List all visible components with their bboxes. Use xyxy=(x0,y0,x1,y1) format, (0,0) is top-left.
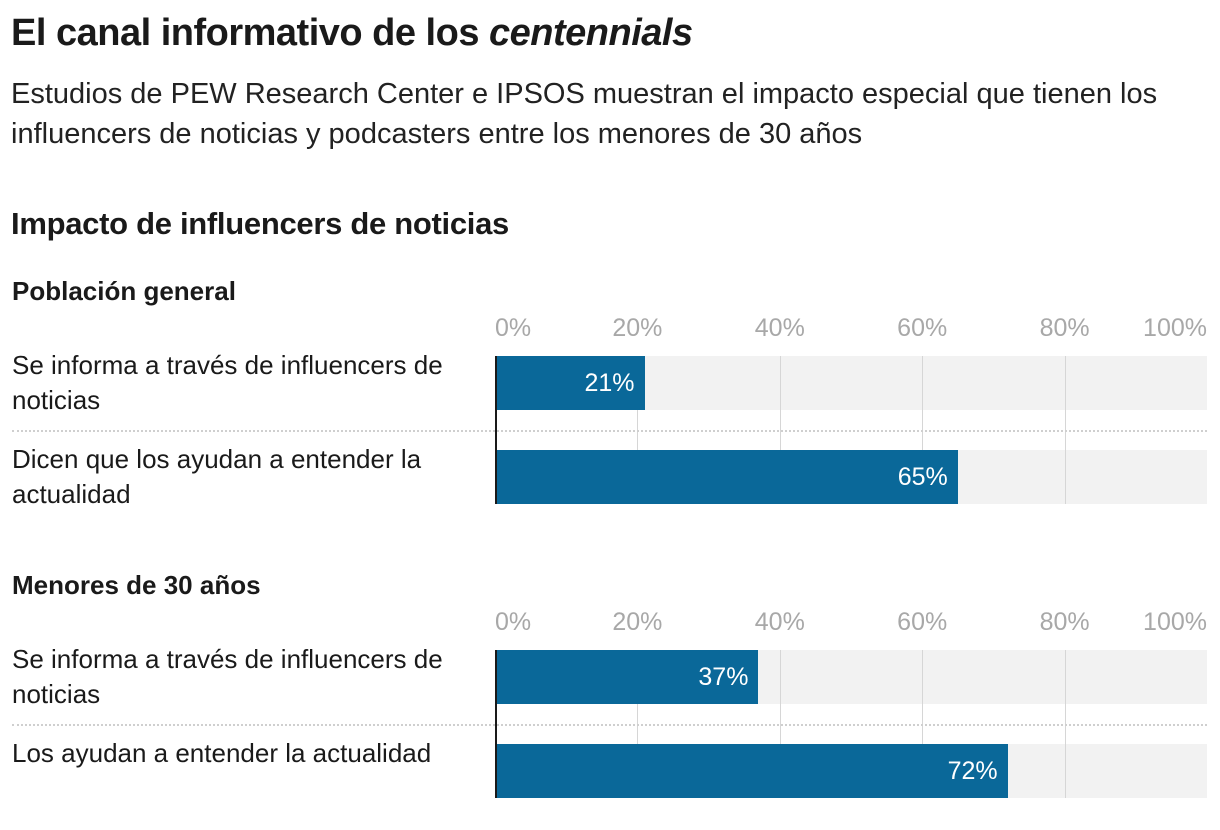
bar xyxy=(495,356,645,410)
x-tick-label: 60% xyxy=(897,314,948,342)
chart-panel-2: Menores de 30 años 0% 20% 40% 60% 80% 100% Se i… xyxy=(0,570,1220,830)
chart-subtitle: Estudios de PEW Research Center e IPSOS … xyxy=(11,78,1158,150)
x-tick-label: 20% xyxy=(612,314,663,342)
bar xyxy=(495,450,958,504)
x-tick-label: 40% xyxy=(754,608,805,636)
bar xyxy=(495,744,1008,798)
category-label: Los ayudan a entender la actualidad xyxy=(12,738,432,768)
chart-title: El canal informativo de los centennials xyxy=(11,12,693,54)
x-tick-label: 100% xyxy=(1143,314,1207,342)
zero-axis-line xyxy=(495,356,497,504)
x-tick-label: 0% xyxy=(495,314,532,342)
x-tick-label: 80% xyxy=(1039,608,1090,636)
category-label: Dicen que los ayudan a entender la actua… xyxy=(12,444,422,509)
x-tick-label: 60% xyxy=(897,608,948,636)
bar-value-label: 72% xyxy=(947,757,998,785)
row-separator xyxy=(12,724,1207,726)
bar-value-label: 37% xyxy=(698,663,749,691)
section-title: Impacto de influencers de noticias xyxy=(11,206,509,241)
panel-title: Menores de 30 años xyxy=(12,570,261,600)
bar-value-label: 65% xyxy=(897,463,948,491)
zero-axis-line xyxy=(495,650,497,798)
x-tick-label: 40% xyxy=(754,314,805,342)
row-separator xyxy=(12,430,1207,432)
x-tick-label: 80% xyxy=(1039,314,1090,342)
bar xyxy=(495,650,759,704)
x-tick-label: 100% xyxy=(1143,608,1207,636)
panel-title: Población general xyxy=(12,276,236,306)
category-label: Se informa a través de influencers de no… xyxy=(12,644,443,709)
x-tick-label: 20% xyxy=(612,608,663,636)
x-tick-label: 0% xyxy=(495,608,532,636)
chart-panel-1: Población general 0% 20% 40% 60% 80% 100% Se in… xyxy=(0,276,1220,536)
bar-value-label: 21% xyxy=(584,369,635,397)
category-label: Se informa a través de influencers de no… xyxy=(12,350,443,415)
